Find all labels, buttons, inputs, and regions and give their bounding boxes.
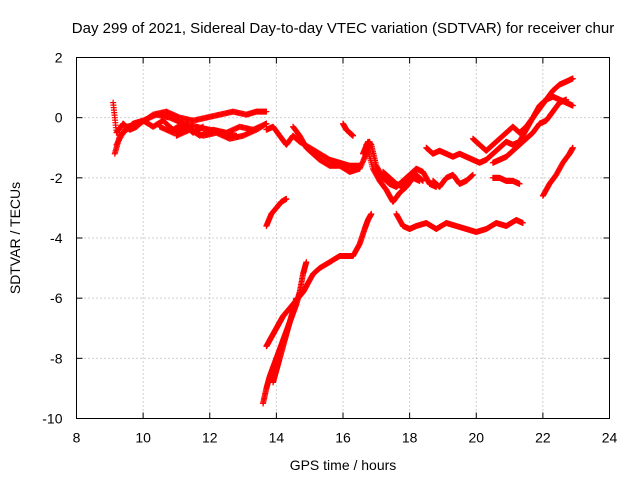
data-point <box>569 102 576 109</box>
series-arc6 <box>263 195 290 229</box>
x-tick-label: 8 <box>73 430 81 446</box>
y-tick-label: -2 <box>50 170 63 186</box>
y-tick-labels: -10 -8 -6 -4 -2 0 2 <box>42 50 62 427</box>
series-arc3 <box>113 108 270 148</box>
y-tick-label: 0 <box>55 110 63 126</box>
x-tick-label: 18 <box>402 430 418 446</box>
data-point <box>263 108 270 115</box>
x-tick-label: 10 <box>135 430 151 446</box>
y-axis-label: SDTVAR / TECUs <box>7 182 23 294</box>
series-arc17 <box>393 210 526 235</box>
data-point <box>293 295 300 302</box>
data-point <box>283 195 290 202</box>
x-tick-label: 22 <box>535 430 551 446</box>
data-point <box>569 144 576 151</box>
y-tick-label: -4 <box>50 230 63 246</box>
data-point <box>303 259 310 266</box>
data-point <box>349 132 356 139</box>
series-arc23 <box>539 144 576 199</box>
data-point <box>368 210 375 217</box>
data-point <box>519 219 526 226</box>
x-tick-label: 20 <box>468 430 484 446</box>
series-arc16 <box>379 168 426 190</box>
series-arc10 <box>303 210 375 290</box>
plot-frame <box>76 57 610 419</box>
y-tick-label: 2 <box>55 50 63 66</box>
series-arc20 <box>469 75 576 154</box>
series-arc19 <box>429 171 476 190</box>
series-arc13 <box>340 120 356 139</box>
data-point <box>263 120 270 127</box>
y-tick-label: -6 <box>50 290 63 306</box>
series-arc22 <box>489 174 523 187</box>
series-arc21 <box>489 96 570 166</box>
data-point <box>569 75 576 82</box>
x-tick-label: 24 <box>602 430 618 446</box>
data-point <box>419 177 426 184</box>
x-tick-label: 16 <box>335 430 351 446</box>
data-points <box>110 75 576 407</box>
y-tick-label: -10 <box>42 411 62 427</box>
data-point <box>469 171 476 178</box>
x-axis-label: GPS time / hours <box>290 457 397 473</box>
x-tick-labels: 8 10 12 14 16 18 20 22 24 <box>73 430 618 446</box>
series-arc9 <box>270 295 300 386</box>
chart-title: Day 299 of 2021, Sidereal Day-to-day VTE… <box>72 20 614 37</box>
x-tick-label: 14 <box>269 430 285 446</box>
data-point <box>563 96 570 103</box>
y-tick-label: -8 <box>50 350 63 366</box>
series-arc5 <box>173 120 270 142</box>
x-tick-label: 12 <box>202 430 218 446</box>
data-point <box>516 180 523 187</box>
